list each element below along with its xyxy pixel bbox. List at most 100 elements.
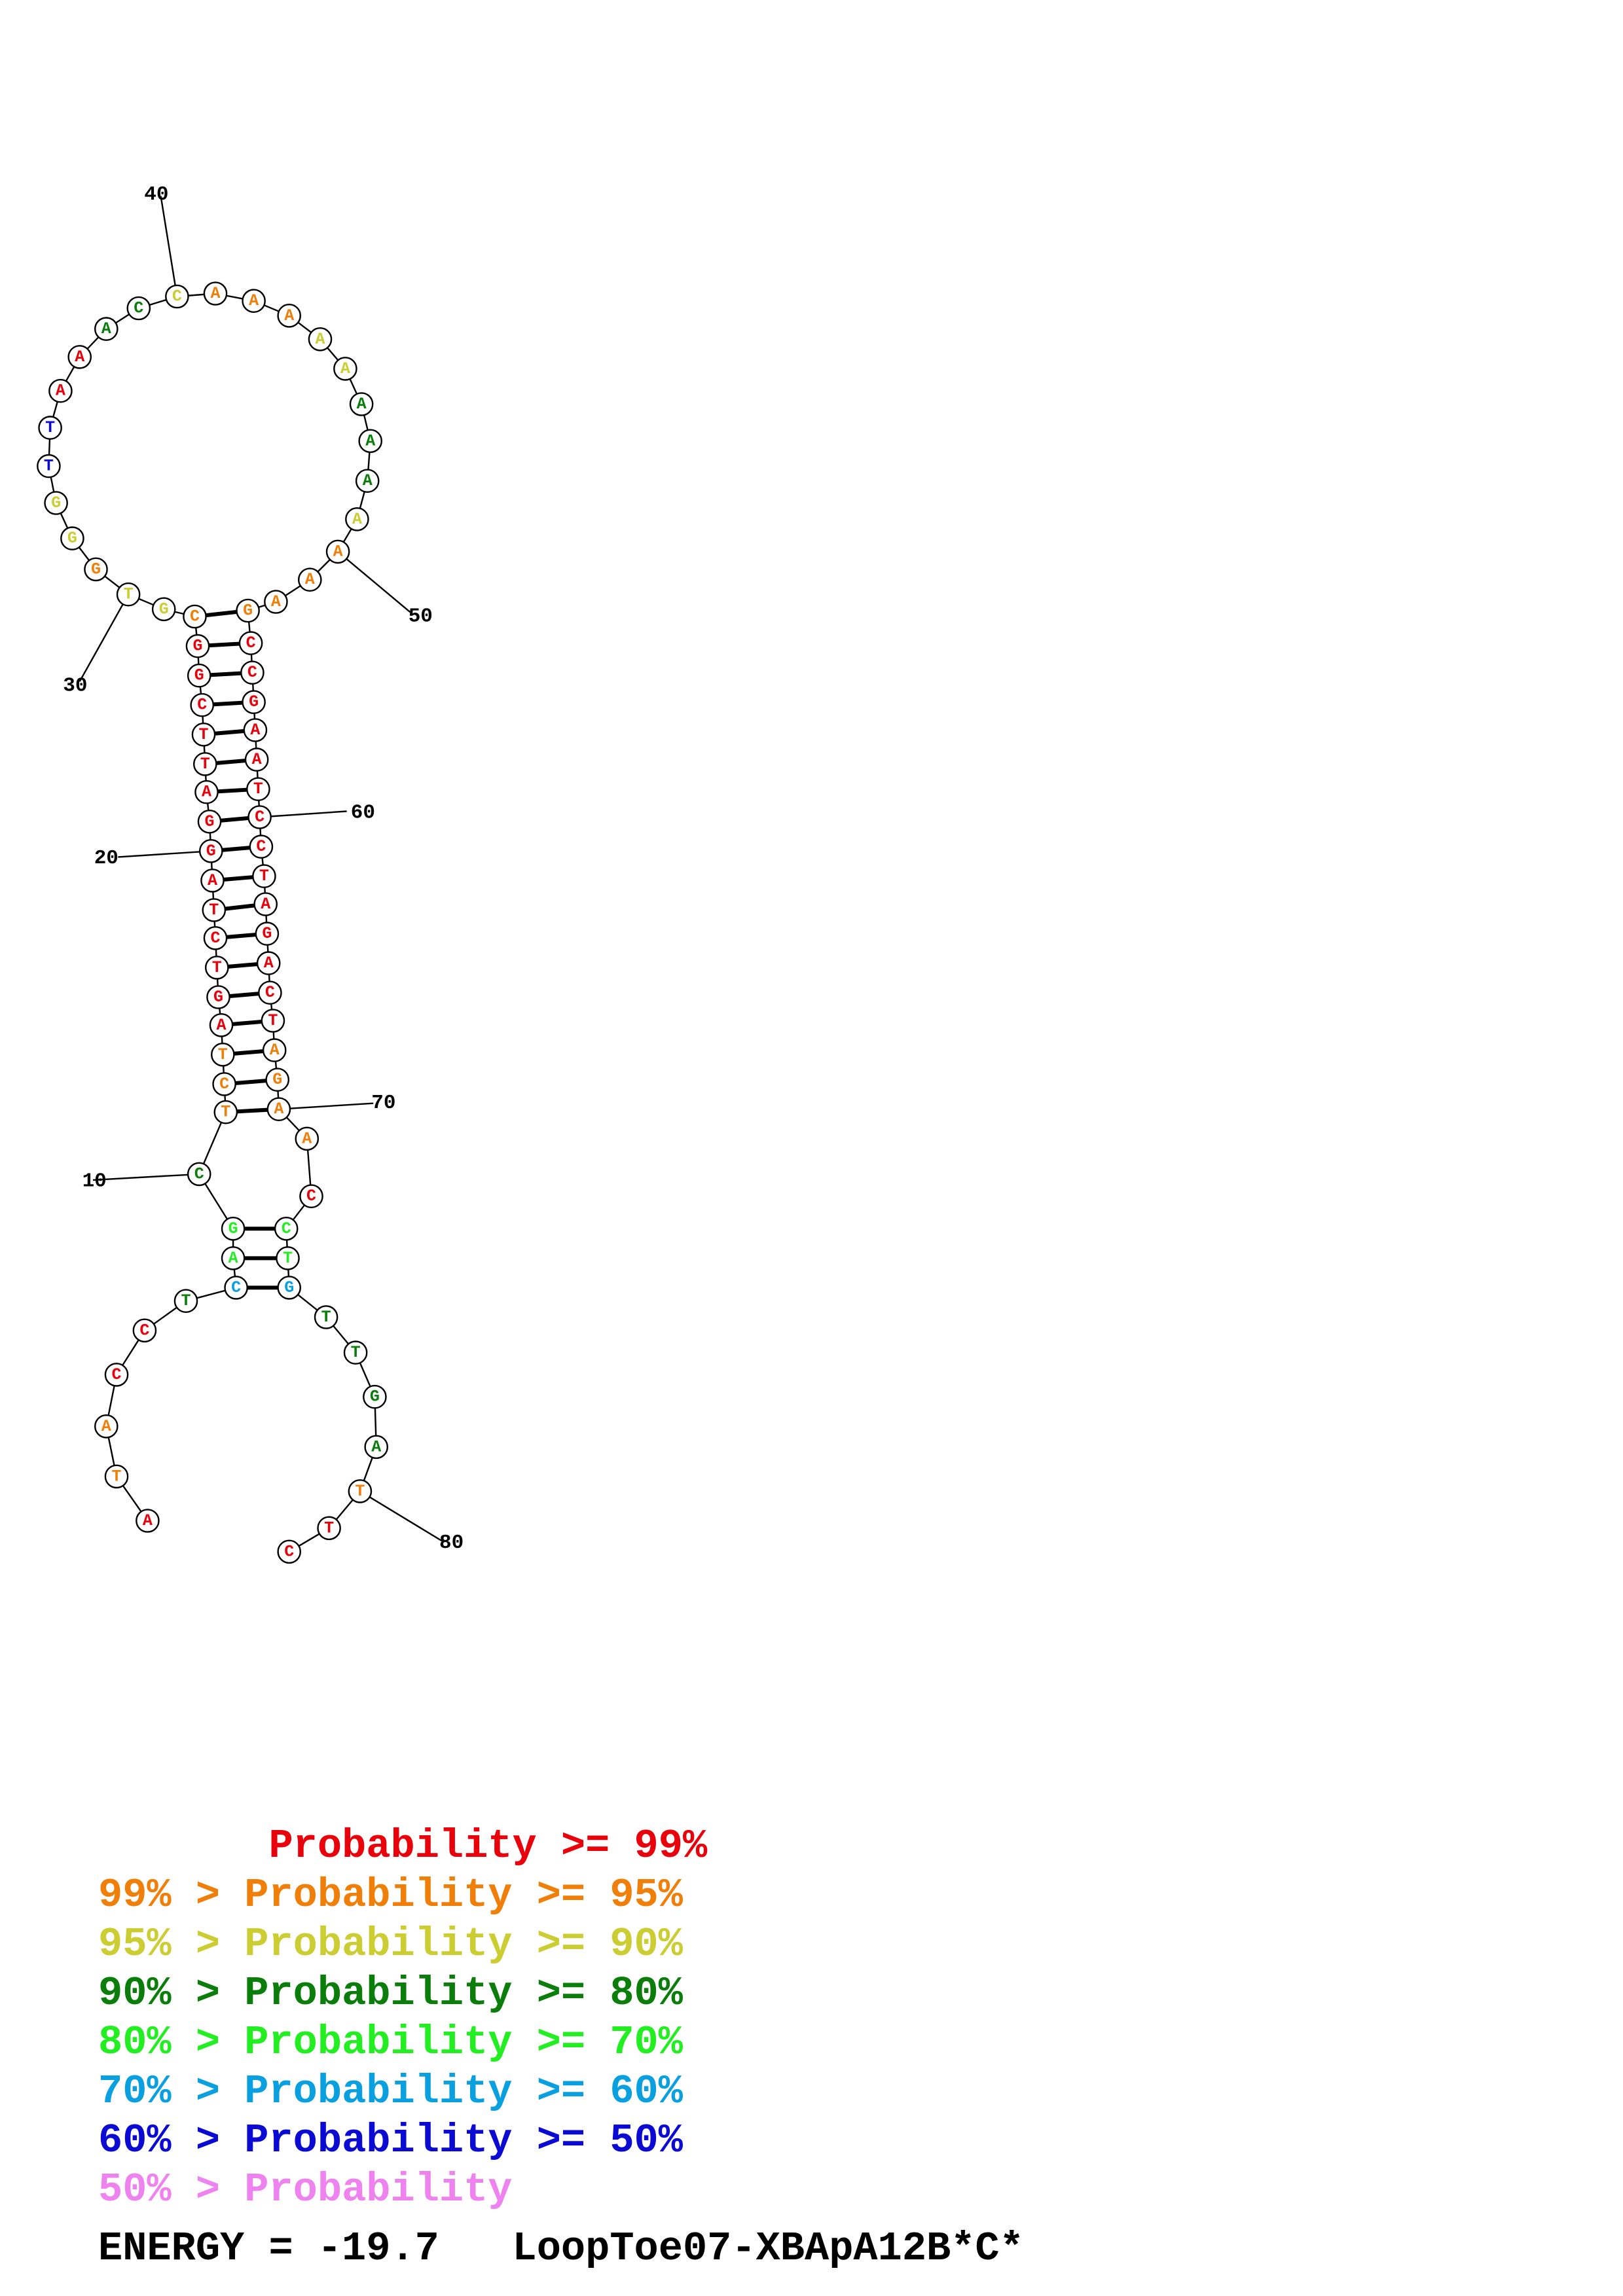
nucleotide-circle: [197, 810, 222, 834]
nucleotide-letter: C: [139, 1321, 149, 1340]
nucleotide-letter: T: [324, 1518, 334, 1537]
nucleotide-letter: A: [261, 895, 270, 914]
nucleotide: A: [277, 303, 302, 328]
nucleotide: T: [246, 777, 270, 801]
nucleotide-circle: [173, 1289, 198, 1313]
nucleotide-circle: [264, 590, 288, 614]
nucleotide: A: [333, 357, 357, 381]
nucleotide-letter: C: [282, 1219, 291, 1238]
nucleotide-letter: A: [249, 291, 259, 310]
nucleotide-circle: [277, 1539, 302, 1564]
index-tick: [278, 1102, 374, 1110]
nucleotide: C: [187, 1162, 211, 1187]
nucleotide-circle: [265, 1067, 290, 1092]
nucleotide-letter: T: [283, 1249, 293, 1268]
nucleotide-letter: T: [221, 1103, 230, 1122]
nucleotide-letter: A: [143, 1511, 153, 1530]
nucleotide: G: [185, 634, 210, 658]
nucleotide: G: [221, 1217, 246, 1241]
nucleotide: A: [355, 469, 380, 493]
nucleotide-circle: [258, 980, 282, 1005]
nucleotide-circle: [44, 491, 68, 515]
legend-text: Probability >= 50%: [244, 2117, 683, 2164]
nucleotide-circle: [132, 1318, 157, 1343]
nucleotide-circle: [206, 985, 230, 1009]
nucleotide-letter: C: [219, 1075, 229, 1094]
nucleotide-letter: A: [305, 570, 315, 589]
nucleotide-letter: A: [365, 431, 375, 450]
nucleotide: G: [206, 985, 230, 1009]
backbone-lines: [48, 293, 377, 1552]
nucleotide: C: [132, 1318, 157, 1343]
nucleotide-letter: G: [249, 692, 259, 711]
nucleotide-circle: [243, 718, 268, 742]
nucleotide-letter: G: [194, 666, 204, 685]
nucleotide: G: [197, 810, 222, 834]
nucleotide-letter: T: [124, 585, 134, 604]
nucleotide: A: [244, 747, 269, 772]
nucleotide: T: [116, 582, 141, 607]
nucleotide-circle: [210, 1043, 235, 1067]
nucleotide-circle: [94, 317, 119, 341]
nucleotide: C: [165, 284, 189, 309]
nucleotide-circle: [48, 378, 73, 403]
nucleotide-circle: [204, 956, 229, 980]
nucleotide-letter: G: [213, 988, 223, 1007]
nucleotide-letter: G: [206, 842, 216, 861]
nucleotide-letter: A: [302, 1129, 312, 1148]
legend-text: Probability: [244, 2166, 513, 2213]
nucleotide: C: [240, 660, 264, 685]
nucleotide: T: [173, 1289, 198, 1313]
nucleotide-letter: A: [75, 348, 84, 367]
nucleotide-circle: [274, 1217, 299, 1241]
nucleotide-circle: [262, 1038, 287, 1062]
nucleotide-circle: [38, 416, 62, 440]
nucleotide-circle: [314, 1305, 338, 1329]
index-label: 50: [409, 605, 433, 628]
legend-row: 70% > Probability >= 60%: [98, 2067, 707, 2116]
legend-row: 99% > Probability >= 95%: [98, 1871, 707, 1920]
energy-footer: ENERGY = -19.7 LoopToe07-XBApA12B*C*: [98, 2224, 1024, 2273]
nucleotide: T: [38, 416, 62, 440]
nucleotide: G: [255, 922, 280, 946]
nucleotide: A: [243, 718, 268, 742]
nucleotide-circle: [308, 327, 333, 351]
nucleotide-circle: [242, 289, 266, 314]
legend-row: 95% > Probability >= 90%: [98, 1920, 707, 1969]
nucleotide-circle: [212, 1072, 236, 1096]
nucleotide: A: [94, 1414, 119, 1439]
nucleotide: C: [224, 1276, 248, 1300]
legend-prefix: 80% >: [98, 2019, 245, 2066]
nucleotide: A: [194, 780, 219, 804]
nucleotide: T: [191, 723, 216, 747]
nucleotide-circle: [246, 777, 270, 801]
nucleotide-letter: T: [259, 867, 269, 886]
nucleotide-letter: A: [250, 721, 260, 740]
nucleotide: A: [295, 1126, 319, 1151]
nucleotide: T: [104, 1464, 129, 1489]
nucleotide-letter: T: [351, 1343, 361, 1362]
nucleotide: G: [44, 491, 68, 515]
nucleotide-circle: [333, 357, 357, 381]
nucleotide-letter: A: [252, 750, 262, 769]
nucleotide-circle: [261, 1009, 285, 1033]
index-label: 30: [63, 674, 87, 697]
nucleotide-circle: [67, 345, 92, 369]
nucleotide: A: [203, 281, 228, 306]
nucleotide-circle: [363, 1384, 387, 1409]
legend-row: 90% > Probability >= 80%: [98, 1969, 707, 2018]
nucleotide-letter: T: [181, 1291, 191, 1310]
nucleotide: A: [242, 289, 266, 314]
index-tick: [337, 550, 411, 613]
legend-row: 60% > Probability >= 50%: [98, 2116, 707, 2165]
nucleotide-letter: A: [371, 1437, 381, 1456]
nucleotide-letter: G: [51, 493, 61, 512]
nucleotide: C: [274, 1217, 299, 1241]
nucleotide-circle: [277, 303, 302, 328]
nucleotide-letter: G: [284, 1278, 294, 1297]
nucleotide-circle: [190, 692, 215, 717]
nucleotide-letter: G: [243, 601, 253, 620]
nucleotide-letter: G: [67, 529, 77, 548]
nucleotide: A: [209, 1013, 234, 1037]
